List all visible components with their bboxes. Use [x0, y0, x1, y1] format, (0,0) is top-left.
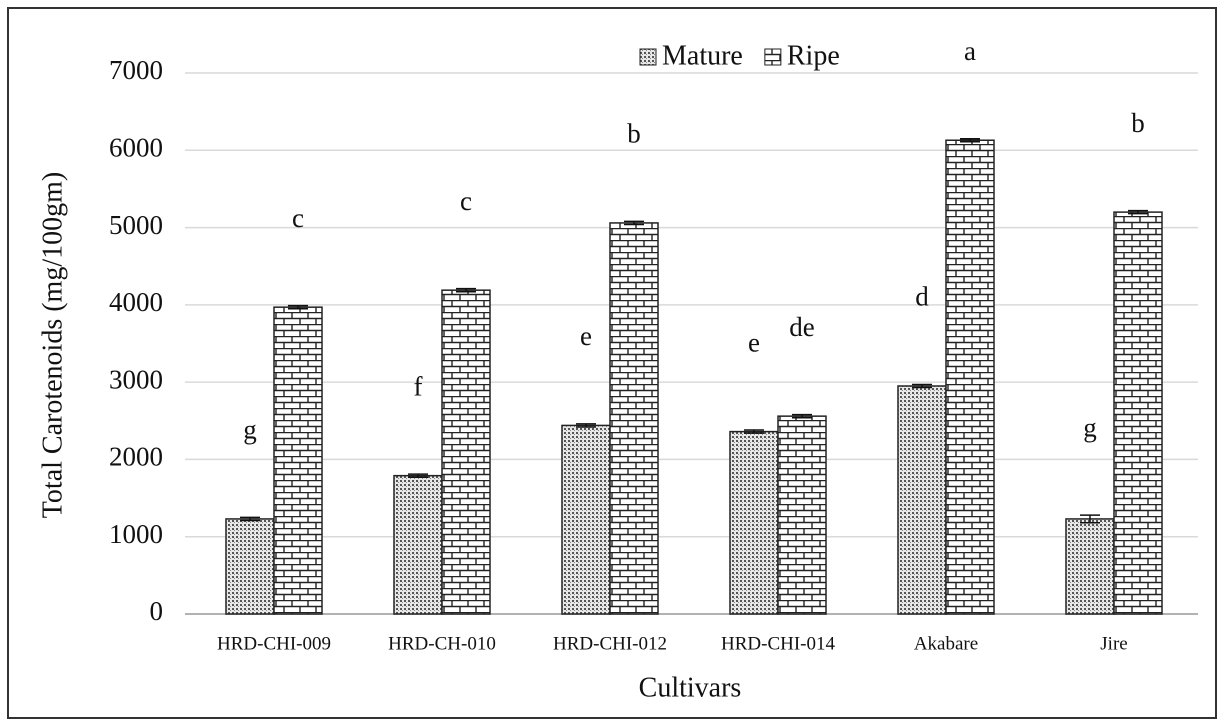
legend-label: Ripe — [787, 40, 840, 71]
y-tick-label: 1000 — [109, 519, 163, 549]
bar — [609, 222, 659, 615]
y-tick-label: 2000 — [109, 442, 163, 472]
x-tick-label: HRD-CH-010 — [388, 633, 496, 654]
x-axis-title: Cultivars — [639, 672, 742, 703]
significance-letter: c — [292, 203, 304, 233]
x-tick-label: HRD-CHI-014 — [721, 633, 835, 654]
error-bar — [1128, 209, 1148, 215]
y-tick-label: 5000 — [109, 210, 163, 240]
bar — [225, 518, 275, 615]
bar — [561, 424, 611, 615]
significance-letter: c — [460, 186, 472, 216]
significance-letter: g — [1083, 412, 1097, 442]
significance-letter: a — [964, 36, 976, 66]
bar — [273, 306, 323, 615]
y-tick-label: 3000 — [109, 364, 163, 394]
x-tick-label: HRD-CHI-012 — [553, 633, 667, 654]
error-bar — [288, 304, 308, 310]
bar — [1065, 518, 1115, 615]
y-tick-label: 6000 — [109, 132, 163, 162]
significance-letter: b — [1131, 108, 1145, 138]
error-bar — [744, 429, 764, 434]
error-bar — [624, 220, 644, 226]
significance-letter: f — [414, 371, 423, 401]
bar — [897, 385, 947, 615]
legend-swatch — [764, 48, 782, 66]
error-bar — [912, 383, 932, 389]
frame — [7, 7, 1217, 719]
error-bar — [408, 473, 428, 478]
legend-swatch — [639, 48, 657, 66]
bar — [441, 289, 491, 615]
bar — [729, 430, 779, 615]
significance-letter: de — [789, 312, 815, 342]
x-tick-label: Jire — [1100, 633, 1127, 654]
significance-letter: b — [627, 119, 641, 149]
y-tick-label: 0 — [150, 596, 164, 626]
error-bar — [792, 413, 812, 419]
error-bar — [1080, 514, 1100, 524]
y-tick-label: 4000 — [109, 287, 163, 317]
significance-letter: e — [580, 321, 592, 351]
error-bar — [240, 516, 260, 522]
significance-letter: d — [915, 282, 929, 312]
y-axis-title: Total Carotenoids (mg/100gm) — [37, 172, 68, 518]
x-tick-label: HRD-CHI-009 — [217, 633, 331, 654]
significance-letter: e — [748, 327, 760, 357]
y-tick-label: 7000 — [109, 55, 163, 85]
significance-letter: g — [243, 415, 257, 445]
error-bar — [576, 423, 596, 428]
bar — [1113, 211, 1163, 615]
legend-label: Mature — [662, 40, 743, 71]
bar — [393, 474, 443, 615]
error-bar — [456, 287, 476, 293]
bar — [777, 415, 827, 615]
bar — [945, 139, 995, 615]
error-bar — [960, 137, 980, 143]
x-tick-label: Akabare — [914, 633, 978, 654]
